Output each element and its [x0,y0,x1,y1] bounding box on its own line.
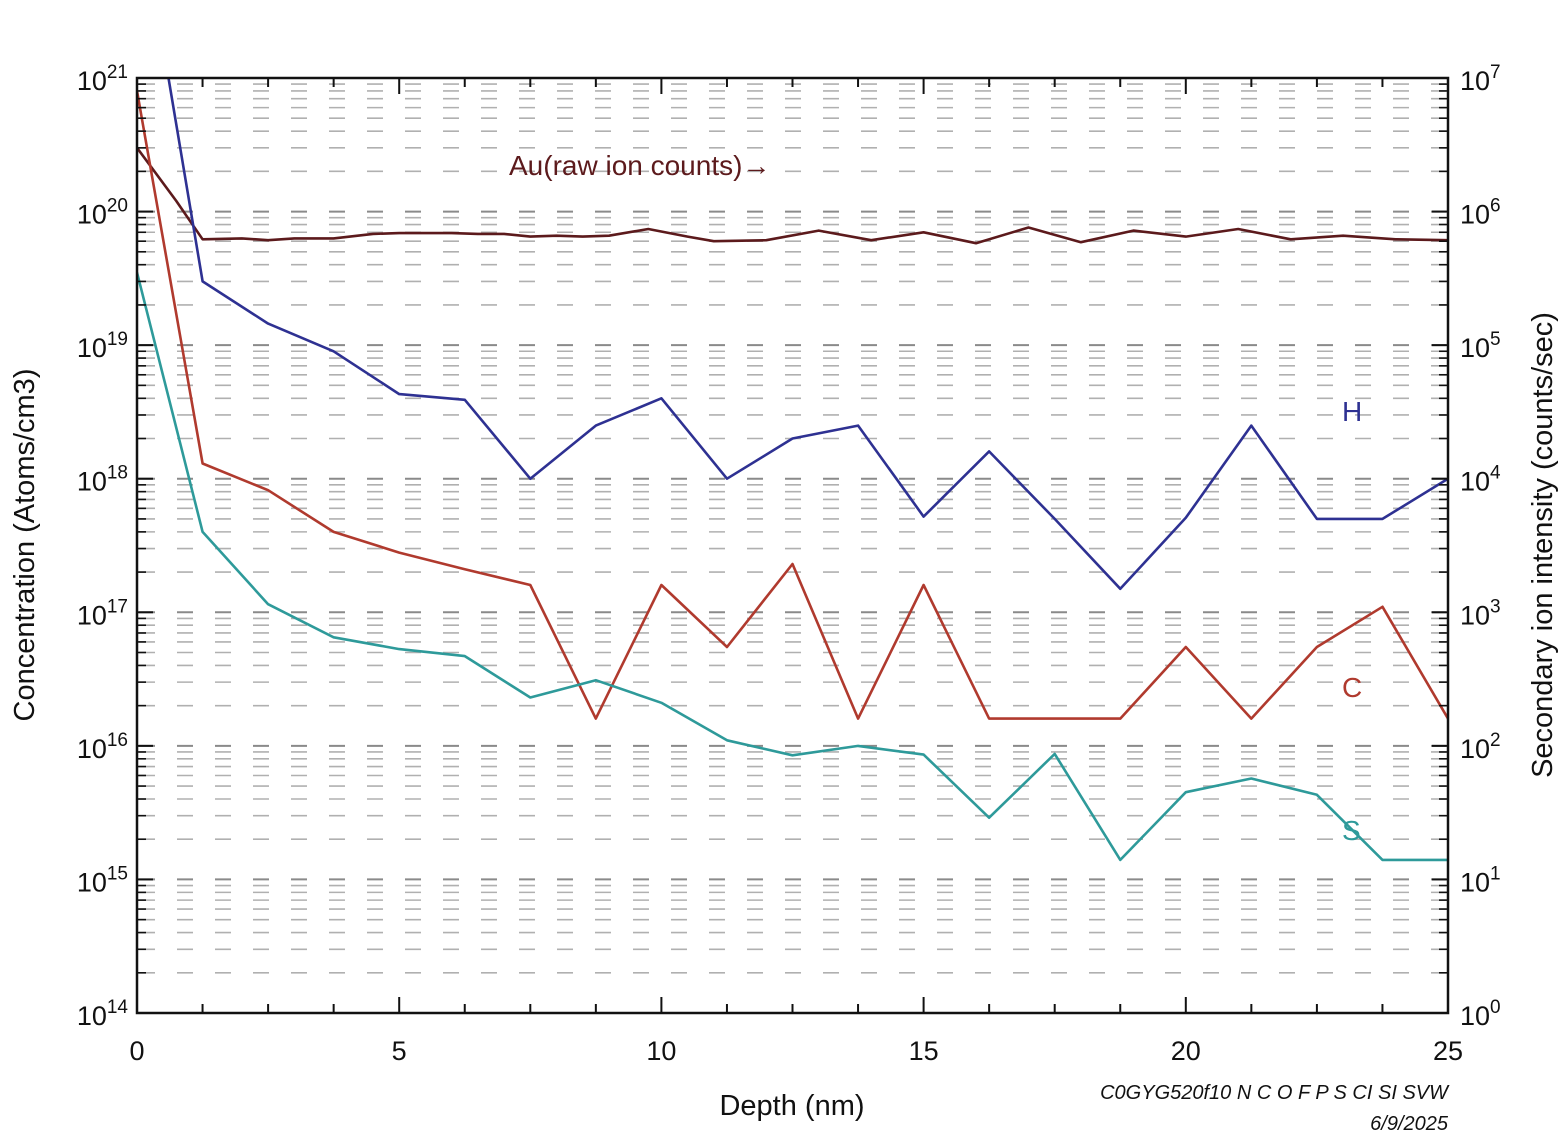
x-axis: 0 5 10 15 20 25 [129,78,1463,1066]
y-left-tick-label: 1019 [77,329,128,363]
y-left-tick-label: 1016 [77,730,128,764]
y-axis-right-title: Secondary ion intensity (counts/sec) [1527,312,1559,778]
y-right-tick-label: 102 [1460,730,1501,764]
footer-date: 6/9/2025 [1370,1113,1449,1135]
y-left-tick-label: 1020 [77,196,128,230]
y-right-tick-label: 106 [1460,196,1501,230]
y-right-tick-label: 107 [1460,62,1501,96]
series-line-au [137,147,1448,245]
x-tick-label: 10 [646,1036,676,1066]
y-axis-left: 1014 1015 1016 1017 1018 1019 1020 1021 [77,62,153,1031]
y-right-tick-label: 104 [1460,463,1501,497]
y-left-tick-label: 1021 [77,62,128,96]
x-tick-label: 5 [392,1036,407,1066]
y-axis-left-title: Concentration (Atoms/cm3) [9,369,41,722]
x-tick-label: 15 [909,1036,939,1066]
series-layer [137,78,1448,862]
series-label-s: S [1342,815,1361,846]
y-right-tick-label: 105 [1460,329,1501,363]
series-line-s [137,272,1448,862]
series-label-h: H [1342,396,1362,427]
y-left-tick-label: 1014 [77,997,129,1031]
y-right-tick-label: 101 [1460,863,1501,897]
y-left-tick-label: 1015 [77,863,128,897]
x-tick-label: 25 [1433,1036,1463,1066]
y-right-tick-label: 100 [1460,997,1501,1031]
y-axis-right: 100 101 102 103 104 105 106 107 [1432,62,1501,1031]
x-tick-label: 0 [129,1036,144,1066]
grid-lines [139,83,1446,1014]
series-line-c [137,90,1448,720]
footer-code: C0GYG520f10 N C O F P S CI SI SVW [1100,1082,1450,1104]
series-label-c: C [1342,672,1362,703]
x-axis-title: Depth (nm) [719,1090,864,1122]
y-left-tick-label: 1018 [77,463,128,497]
y-left-tick-label: 1017 [77,596,128,630]
x-tick-label: 20 [1171,1036,1201,1066]
y-right-tick-label: 103 [1460,596,1501,630]
series-label-au: Au(raw ion counts)→ [509,150,770,181]
series-line-h [167,78,1448,591]
